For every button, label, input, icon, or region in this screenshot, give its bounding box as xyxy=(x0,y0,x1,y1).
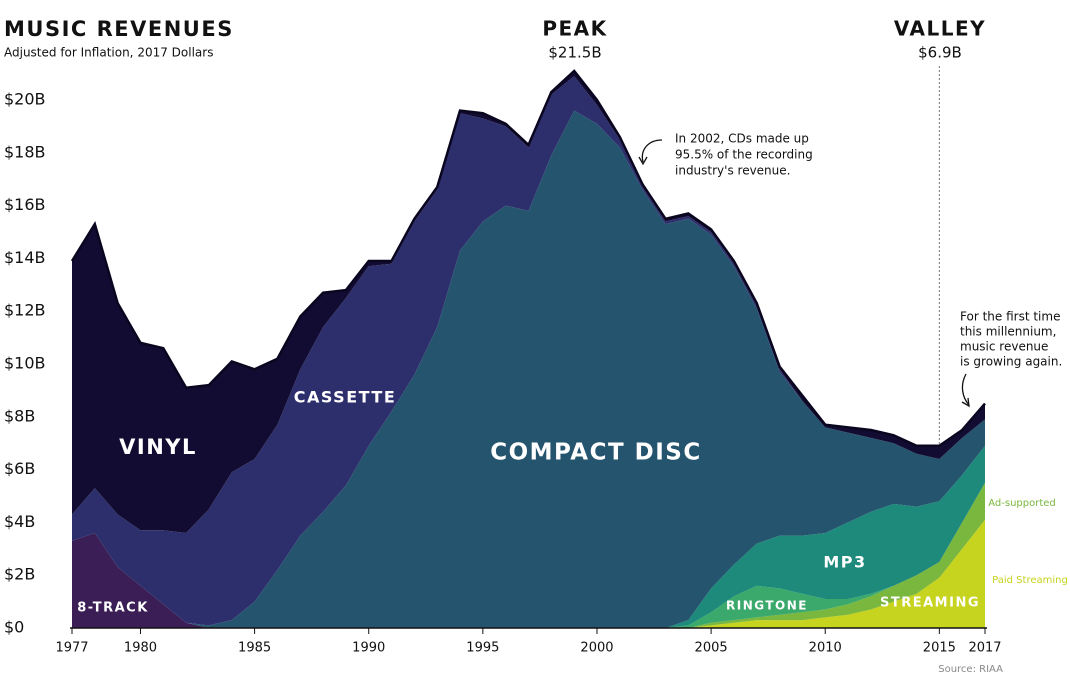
area xyxy=(72,445,985,628)
series-label: STREAMING xyxy=(880,596,980,611)
y-tick-label: $16B xyxy=(4,195,46,214)
x-tick-label: 1977 xyxy=(55,641,88,656)
top-edge xyxy=(70,69,986,448)
x-tick-label: 2010 xyxy=(809,641,842,656)
area xyxy=(72,533,985,628)
annotation: music revenue xyxy=(960,340,1048,354)
x-tick-label: 1990 xyxy=(352,641,385,656)
y-tick-label: $14B xyxy=(4,248,46,267)
x-tick-label: 2017 xyxy=(968,641,1001,656)
y-tick-label: $12B xyxy=(4,301,46,320)
annotation: is growing again. xyxy=(960,355,1062,369)
areas xyxy=(70,69,986,629)
peak-value: $21.5B xyxy=(548,44,601,62)
y-tick-label: $6B xyxy=(4,459,35,478)
series-label: 8-TRACK xyxy=(77,601,149,616)
x-tick-label: 2000 xyxy=(580,641,613,656)
x-tick-label: 2005 xyxy=(695,641,728,656)
arrow xyxy=(961,373,970,406)
x-tick-label: 1995 xyxy=(466,641,499,656)
area xyxy=(72,482,985,628)
y-tick-label: $18B xyxy=(4,142,46,161)
series-label: Paid Streaming xyxy=(992,575,1068,586)
valley-label: VALLEY xyxy=(894,17,986,41)
x-tick-label: 1980 xyxy=(124,641,157,656)
y-tick-label: $8B xyxy=(4,406,35,425)
y-tick-label: $10B xyxy=(4,354,46,373)
annotation: In 2002, CDs made up xyxy=(675,132,809,146)
area xyxy=(72,519,985,628)
valley-value: $6.9B xyxy=(918,44,962,62)
y-tick-label: $2B xyxy=(4,565,35,584)
series-label: COMPACT DISC xyxy=(490,440,702,466)
series-label: RINGTONE xyxy=(726,599,808,613)
annotation: industry's revenue. xyxy=(675,164,790,178)
annotation: 95.5% of the recording xyxy=(675,148,813,162)
arrow-head xyxy=(638,156,648,166)
area xyxy=(72,71,985,533)
series-label: Ad-supported xyxy=(988,498,1056,509)
area xyxy=(72,76,985,626)
x-tick-label: 2015 xyxy=(923,641,956,656)
y-tick-label: $4B xyxy=(4,512,35,531)
chart-subtitle: Adjusted for Inflation, 2017 Dollars xyxy=(4,46,213,60)
peak-label: PEAK xyxy=(542,17,607,41)
arrow-head xyxy=(961,397,970,408)
arrow xyxy=(641,139,663,163)
y-tick-label: $0 xyxy=(4,618,24,637)
x-tick-label: 1985 xyxy=(238,641,271,656)
annotation: For the first time xyxy=(960,310,1060,324)
source: Source: RIAA xyxy=(938,664,1003,675)
series-label: MP3 xyxy=(823,553,866,572)
series-label: VINYL xyxy=(119,435,197,459)
y-tick-label: $20B xyxy=(4,90,46,109)
area xyxy=(72,110,985,629)
series-label: CASSETTE xyxy=(294,388,397,407)
annotation: this millennium, xyxy=(960,325,1056,339)
chart-title: MUSIC REVENUES xyxy=(4,17,234,41)
